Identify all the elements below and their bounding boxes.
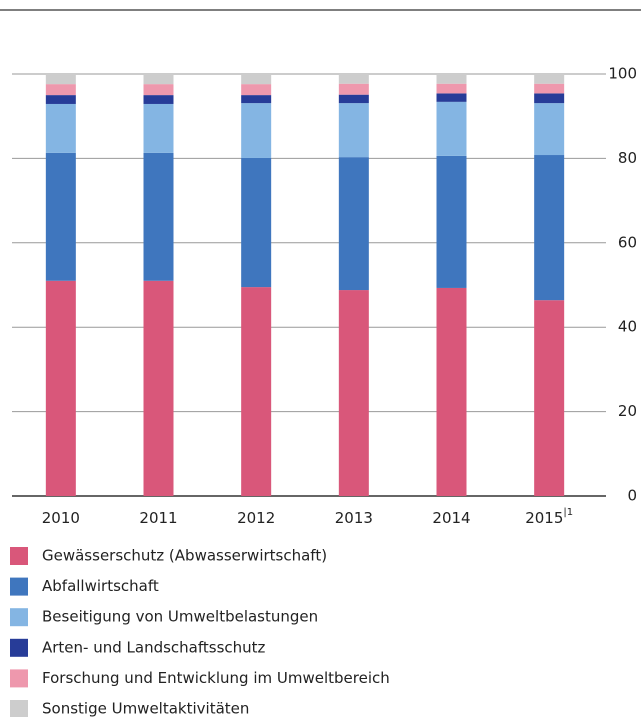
x-tick-text: 2012 [237, 509, 275, 527]
y-tick-label: 40 [618, 318, 637, 336]
bar-segment [436, 287, 467, 496]
bar-segment [338, 74, 369, 84]
bar-segment [338, 290, 369, 496]
bar-segment [436, 74, 467, 84]
x-tick-label: 2014 [432, 509, 470, 527]
y-tick-label: 20 [618, 402, 637, 420]
legend-swatch [10, 608, 28, 627]
legend-label: Sonstige Umweltaktivitäten [42, 700, 249, 717]
legend-label: Beseitigung von Umweltbelastungen [42, 608, 318, 626]
legend-swatch [10, 669, 28, 688]
bar-segment [338, 103, 369, 158]
x-tick-text: 2015 [525, 509, 563, 527]
x-tick-label: 2011 [139, 509, 177, 527]
bar-segment [45, 103, 76, 153]
bar-segment [45, 84, 76, 96]
x-tick-label: 2013 [335, 509, 373, 527]
legend-swatch [10, 547, 28, 565]
bar-segment [436, 101, 467, 156]
x-tick-text: 2013 [335, 509, 373, 527]
y-tick-label: 80 [618, 149, 637, 167]
x-tick-note: |1 [563, 507, 573, 518]
bar-segment [45, 95, 76, 104]
bar-segment [45, 74, 76, 85]
bar-segment [534, 300, 565, 496]
x-tick-label: 2015|1 [525, 507, 573, 527]
legend-swatch [10, 638, 28, 657]
x-tick-text: 2014 [432, 509, 470, 527]
bar-segment [241, 287, 272, 496]
legend-swatch [10, 577, 28, 596]
bar-segment [45, 152, 76, 281]
legend-label: Abfallwirtschaft [42, 577, 159, 595]
legend-label: Arten- und Landschaftsschutz [42, 638, 266, 656]
bar-segment [241, 157, 272, 288]
bar-segment [338, 157, 369, 291]
x-tick-label: 2012 [237, 509, 275, 527]
bar-segment [534, 74, 565, 84]
bar-segment [436, 83, 467, 94]
bar-segment [534, 155, 565, 301]
x-tick-text: 2010 [42, 509, 80, 527]
x-tick-text: 2011 [139, 509, 177, 527]
bar-segment [241, 74, 272, 85]
x-tick-label: 2010 [42, 509, 80, 527]
bar-segment [45, 280, 76, 496]
bar-segment [241, 103, 272, 158]
y-tick-label: 100 [608, 65, 637, 83]
bar-segment [436, 155, 467, 288]
bar-segment [338, 83, 369, 95]
bar-segment [143, 74, 174, 85]
bar-segment [143, 95, 174, 104]
bar-segment [241, 95, 272, 104]
bar-segment [143, 84, 174, 96]
legend-swatch [10, 700, 28, 717]
y-tick-label: 0 [627, 487, 637, 505]
bar-segment [241, 84, 272, 96]
bar-segment [338, 94, 369, 104]
legend-label: Gewässerschutz (Abwasserwirtschaft) [42, 547, 327, 565]
bar-segment [534, 103, 565, 156]
legend-label: Forschung und Entwicklung im Umweltberei… [42, 669, 390, 687]
bar-segment [534, 93, 565, 104]
y-tick-label: 60 [618, 233, 637, 251]
bar-segment [143, 103, 174, 153]
bar-segment [534, 83, 565, 94]
bar-segment [143, 152, 174, 281]
bar-segment [436, 93, 467, 102]
bar-segment [143, 280, 174, 496]
